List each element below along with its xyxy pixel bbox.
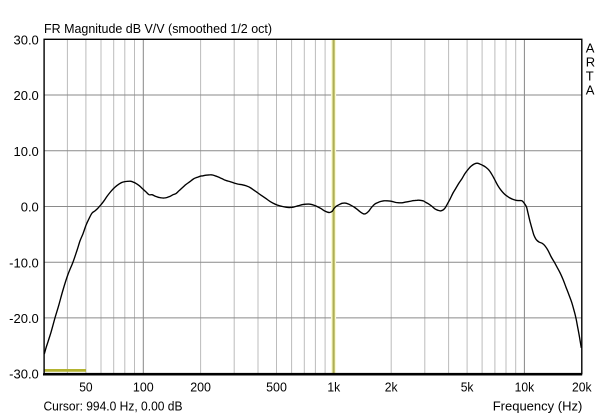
svg-text:FR Magnitude dB V/V (smoothed: FR Magnitude dB V/V (smoothed 1/2 oct) — [44, 21, 272, 36]
svg-text:20k: 20k — [572, 380, 592, 395]
svg-text:2k: 2k — [385, 380, 398, 395]
svg-text:Frequency (Hz): Frequency (Hz) — [493, 399, 583, 414]
svg-text:-20.0: -20.0 — [9, 311, 39, 326]
svg-text:-30.0: -30.0 — [9, 367, 39, 382]
svg-text:A: A — [586, 40, 595, 55]
svg-text:-10.0: -10.0 — [9, 255, 39, 270]
svg-text:100: 100 — [133, 380, 154, 395]
svg-text:Cursor: 994.0 Hz, 0.00 dB: Cursor: 994.0 Hz, 0.00 dB — [44, 399, 183, 414]
svg-text:A: A — [586, 82, 595, 97]
svg-text:200: 200 — [190, 380, 211, 395]
svg-text:30.0: 30.0 — [13, 32, 38, 47]
svg-text:10k: 10k — [515, 380, 535, 395]
svg-text:10.0: 10.0 — [13, 144, 38, 159]
svg-text:T: T — [586, 68, 594, 83]
svg-text:5k: 5k — [461, 380, 474, 395]
svg-text:50: 50 — [79, 380, 92, 395]
svg-text:0.0: 0.0 — [21, 200, 39, 215]
svg-text:R: R — [586, 54, 595, 69]
svg-text:500: 500 — [266, 380, 287, 395]
svg-text:20.0: 20.0 — [13, 88, 38, 103]
svg-text:1k: 1k — [327, 380, 340, 395]
